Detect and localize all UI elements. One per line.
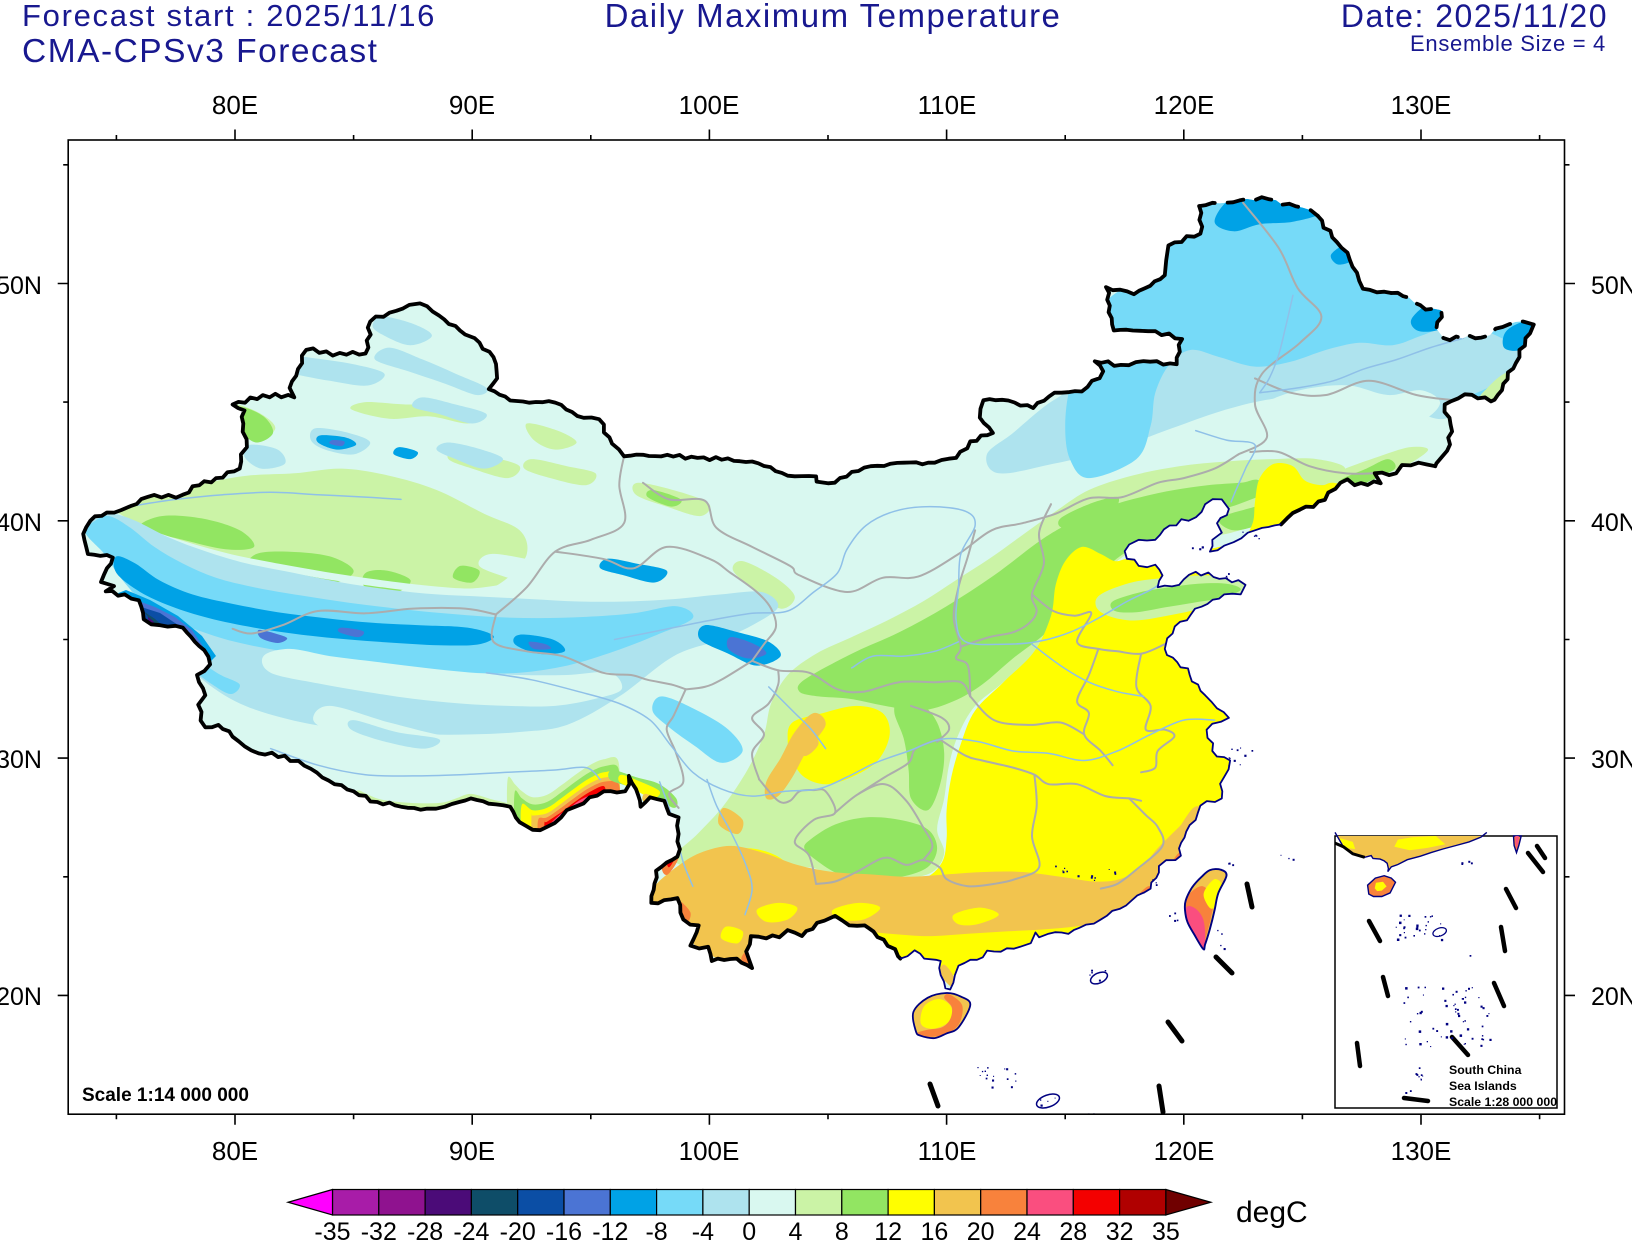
svg-text:Sea Islands: Sea Islands [1449, 1079, 1517, 1093]
svg-text:Forecast start : 2025/11/16: Forecast start : 2025/11/16 [22, 0, 436, 33]
svg-text:16: 16 [920, 1218, 948, 1241]
svg-text:-4: -4 [692, 1218, 714, 1241]
svg-text:40N: 40N [1591, 509, 1632, 537]
svg-text:30N: 30N [1591, 746, 1632, 774]
svg-text:-16: -16 [546, 1218, 582, 1241]
svg-text:28: 28 [1059, 1218, 1087, 1241]
svg-text:80E: 80E [212, 90, 258, 120]
svg-text:-32: -32 [361, 1218, 397, 1241]
svg-text:90E: 90E [449, 1136, 495, 1166]
svg-text:Daily Maximum Temperature: Daily Maximum Temperature [605, 0, 1062, 34]
svg-text:20N: 20N [0, 983, 42, 1011]
svg-text:degC: degC [1236, 1196, 1308, 1229]
svg-text:-28: -28 [407, 1218, 443, 1241]
svg-text:130E: 130E [1391, 1136, 1452, 1166]
svg-text:50N: 50N [0, 272, 42, 300]
svg-text:4: 4 [789, 1218, 803, 1241]
svg-text:-12: -12 [592, 1218, 628, 1241]
svg-text:-24: -24 [453, 1218, 489, 1241]
svg-text:-35: -35 [314, 1218, 350, 1241]
svg-text:80E: 80E [212, 1136, 258, 1166]
svg-text:0: 0 [742, 1218, 756, 1241]
svg-text:130E: 130E [1391, 90, 1452, 120]
svg-text:120E: 120E [1154, 90, 1215, 120]
svg-text:30N: 30N [0, 746, 42, 774]
svg-text:Date: 2025/11/20: Date: 2025/11/20 [1341, 0, 1608, 34]
svg-text:110E: 110E [918, 1136, 977, 1166]
svg-text:35: 35 [1152, 1218, 1180, 1241]
svg-text:Scale 1:14 000 000: Scale 1:14 000 000 [82, 1085, 249, 1106]
svg-text:20: 20 [967, 1218, 995, 1241]
svg-text:8: 8 [835, 1218, 849, 1241]
svg-text:24: 24 [1013, 1218, 1041, 1241]
svg-text:-20: -20 [500, 1218, 536, 1241]
svg-text:-8: -8 [645, 1218, 667, 1241]
svg-text:Scale 1:28 000 000: Scale 1:28 000 000 [1449, 1095, 1557, 1109]
svg-text:90E: 90E [449, 90, 495, 120]
svg-text:CMA-CPSv3 Forecast: CMA-CPSv3 Forecast [22, 33, 379, 70]
svg-text:40N: 40N [0, 509, 42, 537]
svg-text:50N: 50N [1591, 272, 1632, 300]
svg-text:20N: 20N [1591, 983, 1632, 1011]
svg-text:32: 32 [1106, 1218, 1134, 1241]
svg-text:110E: 110E [918, 90, 977, 120]
svg-text:12: 12 [874, 1218, 902, 1241]
svg-text:South China: South China [1449, 1063, 1522, 1077]
svg-text:Ensemble Size = 4: Ensemble Size = 4 [1410, 31, 1606, 56]
svg-text:100E: 100E [679, 90, 740, 120]
svg-text:100E: 100E [679, 1136, 740, 1166]
svg-text:120E: 120E [1154, 1136, 1215, 1166]
